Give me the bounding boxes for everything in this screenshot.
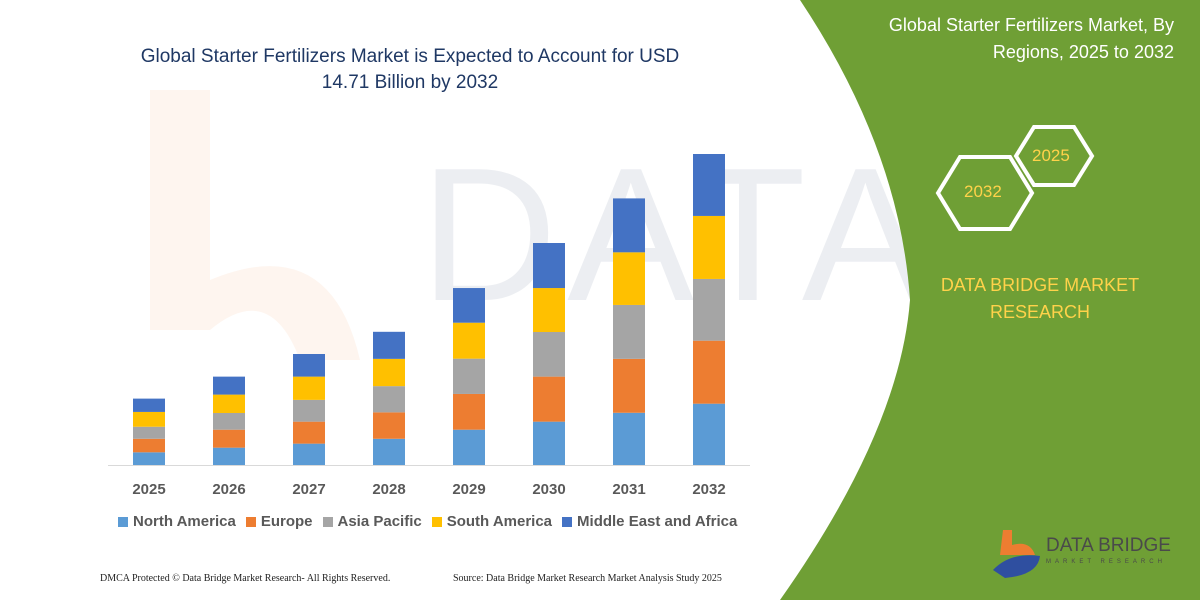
bar-2026-asia-pacific (213, 412, 245, 430)
bar-2027-middle-east-and-africa (293, 354, 325, 377)
legend-item: Europe (245, 513, 313, 530)
bar-2032-north-america (693, 403, 725, 465)
legend-item: North America (118, 513, 236, 530)
bar-2030-north-america (533, 421, 565, 465)
bar-2031-south-america (613, 252, 645, 305)
bar-2032-europe (693, 340, 725, 404)
legend-item: South America (431, 513, 553, 530)
bar-2029-europe (453, 393, 485, 430)
bar-2027-south-america (293, 376, 325, 400)
bar-2032-asia-pacific (693, 278, 725, 341)
logo-text: DATA BRIDGE (1046, 535, 1171, 556)
bar-2030-europe (533, 376, 565, 422)
legend-label: Asia Pacific (337, 513, 422, 530)
bar-2029-north-america (453, 429, 485, 465)
chart-title: Global Starter Fertilizers Market is Exp… (140, 46, 680, 93)
legend-label: Europe (260, 513, 313, 530)
bar-2025-europe (133, 438, 165, 453)
x-tick-label: 2032 (692, 481, 725, 498)
hexagon-2032 (935, 155, 1035, 231)
bar-2029-asia-pacific (453, 358, 485, 394)
bar-2031-europe (613, 358, 645, 413)
bar-2025-asia-pacific (133, 426, 165, 439)
bar-2029-middle-east-and-africa (453, 288, 485, 323)
bar-2025-middle-east-and-africa (133, 398, 165, 412)
legend-swatch (562, 516, 573, 527)
legend-swatch (322, 516, 333, 527)
bar-2026-south-america (213, 394, 245, 413)
bar-2031-asia-pacific (613, 304, 645, 359)
green-panel (780, 0, 1200, 600)
legend-swatch (118, 516, 128, 527)
hexagon-2025 (1013, 125, 1095, 187)
hex-label-2025: 2025 (1032, 146, 1070, 165)
logo-icon (993, 530, 1040, 578)
bar-2030-south-america (533, 288, 565, 333)
bar-2026-middle-east-and-africa (213, 376, 245, 395)
x-tick-label: 2029 (452, 481, 485, 498)
bar-2031-north-america (613, 412, 645, 465)
legend-item: Middle East and Africa (562, 513, 737, 530)
bar-2032-middle-east-and-africa (693, 154, 725, 216)
x-tick-labels: 2025 2026 2027 2028 2029 2030 2031 2032 (132, 481, 725, 498)
legend-item: Asia Pacific (322, 513, 422, 530)
bar-2028-europe (373, 412, 405, 439)
bar-2028-north-america (373, 438, 405, 465)
footer-source: Source: Data Bridge Market Research Mark… (453, 573, 722, 584)
x-tick-label: 2025 (132, 481, 165, 498)
x-tick-label: 2026 (212, 481, 245, 498)
legend-label: North America (133, 513, 236, 530)
hex-label-2032: 2032 (964, 182, 1002, 201)
x-tick-label: 2027 (292, 481, 325, 498)
bar-2027-north-america (293, 443, 325, 465)
legend-label: South America (446, 513, 553, 530)
bar-2028-middle-east-and-africa (373, 331, 405, 359)
legend-swatch (431, 516, 442, 527)
bar-2031-middle-east-and-africa (613, 198, 645, 253)
bar-2027-europe (293, 421, 325, 444)
bar-2030-asia-pacific (533, 332, 565, 377)
legend-swatch (245, 516, 256, 527)
legend: North America Europe Asia Pacific South Ame… (118, 513, 737, 530)
brand-text: DATA BRIDGE MARKET RESEARCH (940, 275, 1140, 322)
bar-2030-middle-east-and-africa (533, 243, 565, 289)
bar-2026-europe (213, 429, 245, 448)
x-tick-label: 2031 (612, 481, 645, 498)
legend-label: Middle East and Africa (577, 513, 738, 530)
x-tick-label: 2028 (372, 481, 405, 498)
bar-2025-south-america (133, 411, 165, 427)
x-tick-label: 2030 (532, 481, 565, 498)
panel-title: Global Starter Fertilizers Market, By Re… (888, 15, 1174, 62)
footer-copyright: DMCA Protected © Data Bridge Market Rese… (100, 573, 391, 584)
bars (133, 154, 725, 465)
bar-2025-north-america (133, 452, 165, 465)
logo-subtext: MARKET RESEARCH (1046, 559, 1166, 565)
bar-2026-north-america (213, 447, 245, 465)
bar-2032-south-america (693, 215, 725, 279)
bar-2028-asia-pacific (373, 386, 405, 413)
bar-2029-south-america (453, 322, 485, 359)
bar-2028-south-america (373, 358, 405, 387)
bar-2027-asia-pacific (293, 399, 325, 422)
